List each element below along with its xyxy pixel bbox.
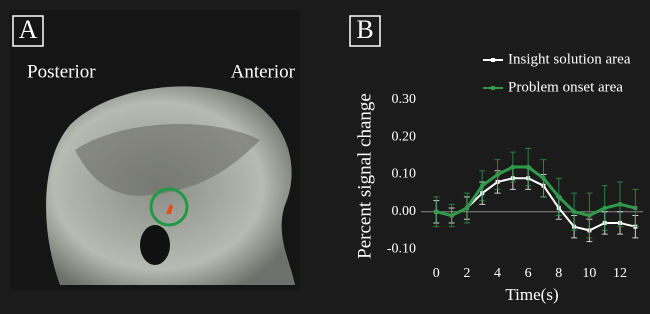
legend-marker — [491, 58, 495, 62]
point — [496, 173, 500, 177]
x-tick-label: 12 — [613, 266, 627, 281]
x-tick-label: 10 — [582, 266, 596, 281]
figure: A Posterior Anterior B Percent signal ch… — [0, 0, 650, 314]
panel-a: A Posterior Anterior — [10, 10, 300, 290]
x-tick-label: 4 — [494, 266, 501, 281]
point — [480, 184, 484, 188]
x-tick-label: 2 — [463, 266, 470, 281]
y-tick-label: 0.20 — [392, 129, 417, 144]
x-axis-title: Time(s) — [505, 285, 558, 304]
panel-label: A — [19, 15, 38, 44]
panel-label: B — [356, 15, 373, 44]
brain-dark — [140, 225, 170, 265]
point — [526, 165, 530, 169]
point — [541, 176, 545, 180]
point — [450, 214, 454, 218]
x-tick-label: 8 — [555, 266, 562, 281]
y-tick-label: 0.00 — [392, 204, 417, 219]
point — [633, 206, 637, 210]
point — [618, 202, 622, 206]
point — [511, 165, 515, 169]
orientation-label: Anterior — [231, 61, 296, 82]
point — [587, 214, 591, 218]
x-tick-label: 0 — [433, 266, 440, 281]
y-tick-label: 0.10 — [392, 167, 417, 182]
y-tick-label: 0.30 — [392, 92, 417, 107]
legend-label: Insight solution area — [508, 51, 631, 67]
point — [572, 210, 576, 214]
orientation-label: Posterior — [27, 61, 96, 82]
legend-marker — [491, 86, 495, 90]
legend-label: Problem onset area — [508, 79, 623, 95]
point — [557, 195, 561, 199]
x-tick-label: 6 — [525, 266, 532, 281]
y-axis-title: Percent signal change — [354, 93, 375, 259]
point — [465, 206, 469, 210]
y-tick-label: -0.10 — [387, 241, 416, 256]
point — [434, 210, 438, 214]
point — [603, 206, 607, 210]
